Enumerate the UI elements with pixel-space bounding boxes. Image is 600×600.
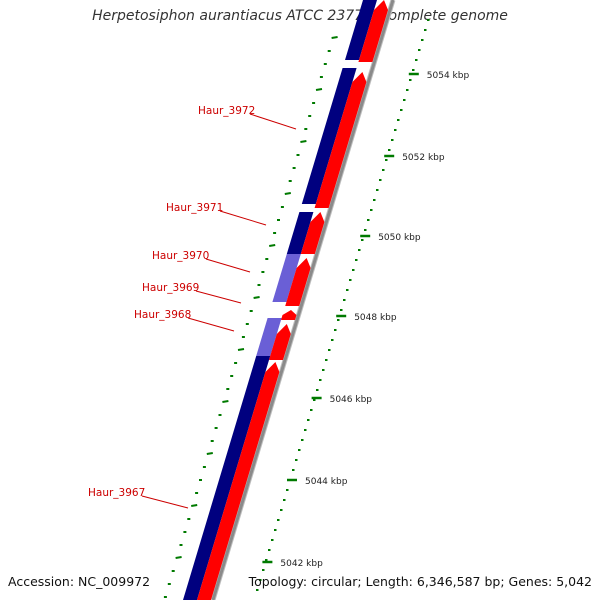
forward-gene-5 [281,310,297,320]
tick-mark-left [222,400,229,403]
scale-label: 5048 kbp [354,313,397,323]
tick-mark-left [175,556,182,559]
gene-label: Haur_3967 [88,487,145,499]
tick-mark-left [191,504,198,507]
gene-label: Haur_3972 [198,105,255,117]
scale-label: 5054 kbp [427,71,470,81]
topology-text: Topology: circular; Length: 6,346,587 bp… [248,574,592,589]
gene-label: Haur_3970 [152,250,209,262]
gene-label-leader [219,210,267,226]
forward-gene-1 [358,0,388,62]
tick-mark-left [315,88,323,91]
gene-label-leader [205,258,251,273]
tick-mark-left [331,36,338,39]
tick-mark-left [284,192,291,195]
tick-mark-left [237,348,245,351]
reverse-gene-2 [301,68,357,204]
forward-gene-4 [285,258,311,306]
gene-label-leader [187,317,235,332]
reverse-gene-highlight-1 [272,254,301,302]
gene-label: Haur_3971 [166,202,223,214]
accession-text: Accession: NC_009972 [8,574,151,589]
forward-gene-7 [197,362,280,600]
reverse-gene-highlight-2 [256,318,282,356]
scale-label: 5052 kbp [402,153,445,163]
map-title: Herpetosiphon aurantiacus ATCC 23779, co… [92,8,508,24]
gene-label: Haur_3969 [142,282,199,294]
scale-label: 5050 kbp [378,233,421,243]
backbone-line [211,0,395,600]
reverse-gene-1 [345,0,377,60]
tick-mark-left [269,244,276,247]
reverse-gene-4 [183,356,271,600]
forward-gene-6 [269,324,291,360]
tick-mark-left [253,296,260,299]
gene-label-leader [195,290,242,304]
gene-label-leader [249,113,297,130]
scale-label: 5042 kbp [280,559,323,569]
reverse-gene-3 [286,212,314,254]
gene-label-leader [141,495,189,509]
tick-mark-left [206,452,213,455]
forward-gene-2 [314,72,367,208]
forward-gene-3 [300,212,325,254]
scale-label: 5044 kbp [305,477,348,487]
tick-mark-left [300,140,307,143]
scale-label: 5046 kbp [330,395,373,405]
gene-label: Haur_3968 [134,309,191,321]
